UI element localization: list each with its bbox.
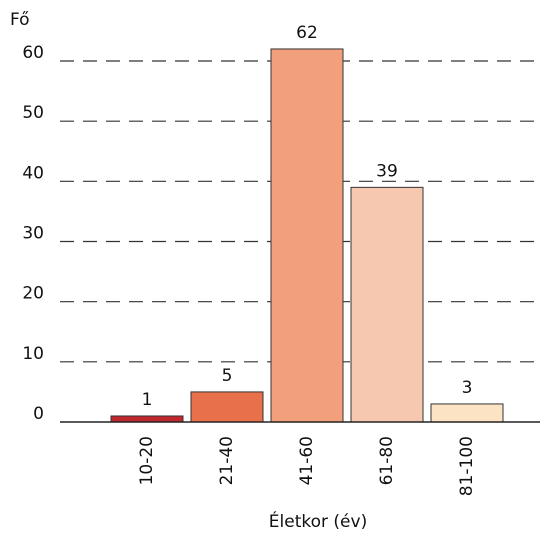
bar xyxy=(190,391,264,423)
data-label: 5 xyxy=(222,366,233,386)
x-tick-label: 21-40 xyxy=(217,436,237,485)
data-label: 3 xyxy=(462,378,473,398)
y-tick-label: 20 xyxy=(22,284,44,304)
y-tick-label: 50 xyxy=(22,103,44,123)
bar xyxy=(110,415,184,423)
x-tick-label: 41-60 xyxy=(297,436,317,485)
y-tick-label: 30 xyxy=(22,224,44,244)
data-label: 39 xyxy=(376,161,398,181)
data-label: 1 xyxy=(142,390,153,410)
y-tick-label: 0 xyxy=(33,404,44,424)
y-axis-label: Fő xyxy=(10,10,30,30)
x-tick-label: 61-80 xyxy=(377,436,397,485)
x-tick-label: 81-100 xyxy=(457,436,477,496)
x-axis-label: Életkor (év) xyxy=(269,510,367,532)
bar xyxy=(430,403,504,423)
data-label: 62 xyxy=(296,23,318,43)
bar xyxy=(270,48,344,423)
x-tick-label: 10-20 xyxy=(137,436,157,485)
y-tick-label: 40 xyxy=(22,163,44,183)
y-tick-label: 60 xyxy=(22,43,44,63)
bar xyxy=(350,186,424,423)
y-tick-label: 10 xyxy=(22,344,44,364)
